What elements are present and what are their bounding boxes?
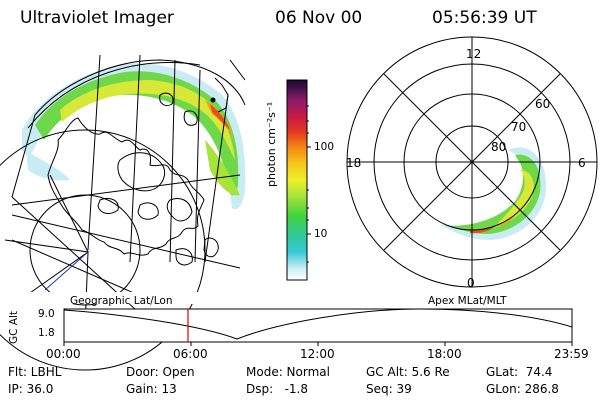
geographic-map: [0, 54, 260, 371]
polar-label-70: 70: [511, 120, 527, 134]
ymax-label: 9.0: [38, 308, 55, 320]
geographic-title: Geographic Lat/Lon: [70, 295, 173, 307]
info-dsp: Dsp: -1.8: [246, 382, 309, 396]
time-label: 05:56:39 UT: [432, 8, 537, 28]
polar-label-80: 80: [491, 140, 507, 154]
time-tick-1200: 12:00: [300, 347, 335, 361]
polar-plot: [346, 36, 598, 288]
altitude-plot: [63, 308, 573, 346]
colorbar-gradient: [286, 79, 308, 281]
altitude-curve: [63, 308, 573, 340]
instrument-title: Ultraviolet Imager: [20, 8, 174, 28]
info-gc-alt: GC Alt: 5.6 Re: [366, 365, 450, 379]
date-label: 06 Nov 00: [275, 8, 363, 28]
info-glon: GLon: 286.8: [486, 382, 559, 396]
time-tick-2359: 23:59: [554, 347, 589, 361]
polar-label-18: 18: [346, 156, 362, 170]
colorbar-unit-label: photon cm⁻²s⁻¹: [265, 101, 278, 187]
info-flt: Flt: LBHL: [8, 365, 62, 379]
info-mode: Mode: Normal: [246, 365, 330, 379]
info-seq: Seq: 39: [366, 382, 412, 396]
time-tick-0000: 00:00: [46, 347, 81, 361]
info-glat: GLat: 74.4: [486, 365, 553, 379]
colorbar-tick-100: 100: [314, 141, 335, 153]
colorbar-tick-10: 10: [314, 228, 328, 240]
polar-label-60: 60: [535, 97, 551, 111]
colorbar: [286, 79, 311, 281]
time-tick-1800: 18:00: [427, 347, 462, 361]
ymin-label: 1.8: [38, 327, 55, 339]
polar-label-0: 0: [467, 276, 475, 290]
apex-title: Apex MLat/MLT: [428, 295, 507, 307]
info-ip: IP: 36.0: [8, 382, 54, 396]
polar-label-12: 12: [466, 47, 482, 61]
time-tick-0600: 06:00: [173, 347, 208, 361]
gc-alt-axis-label: GC Alt: [8, 310, 20, 344]
polar-label-6: 6: [578, 156, 586, 170]
info-door: Door: Open: [126, 365, 195, 379]
info-gain: Gain: 13: [126, 382, 177, 396]
